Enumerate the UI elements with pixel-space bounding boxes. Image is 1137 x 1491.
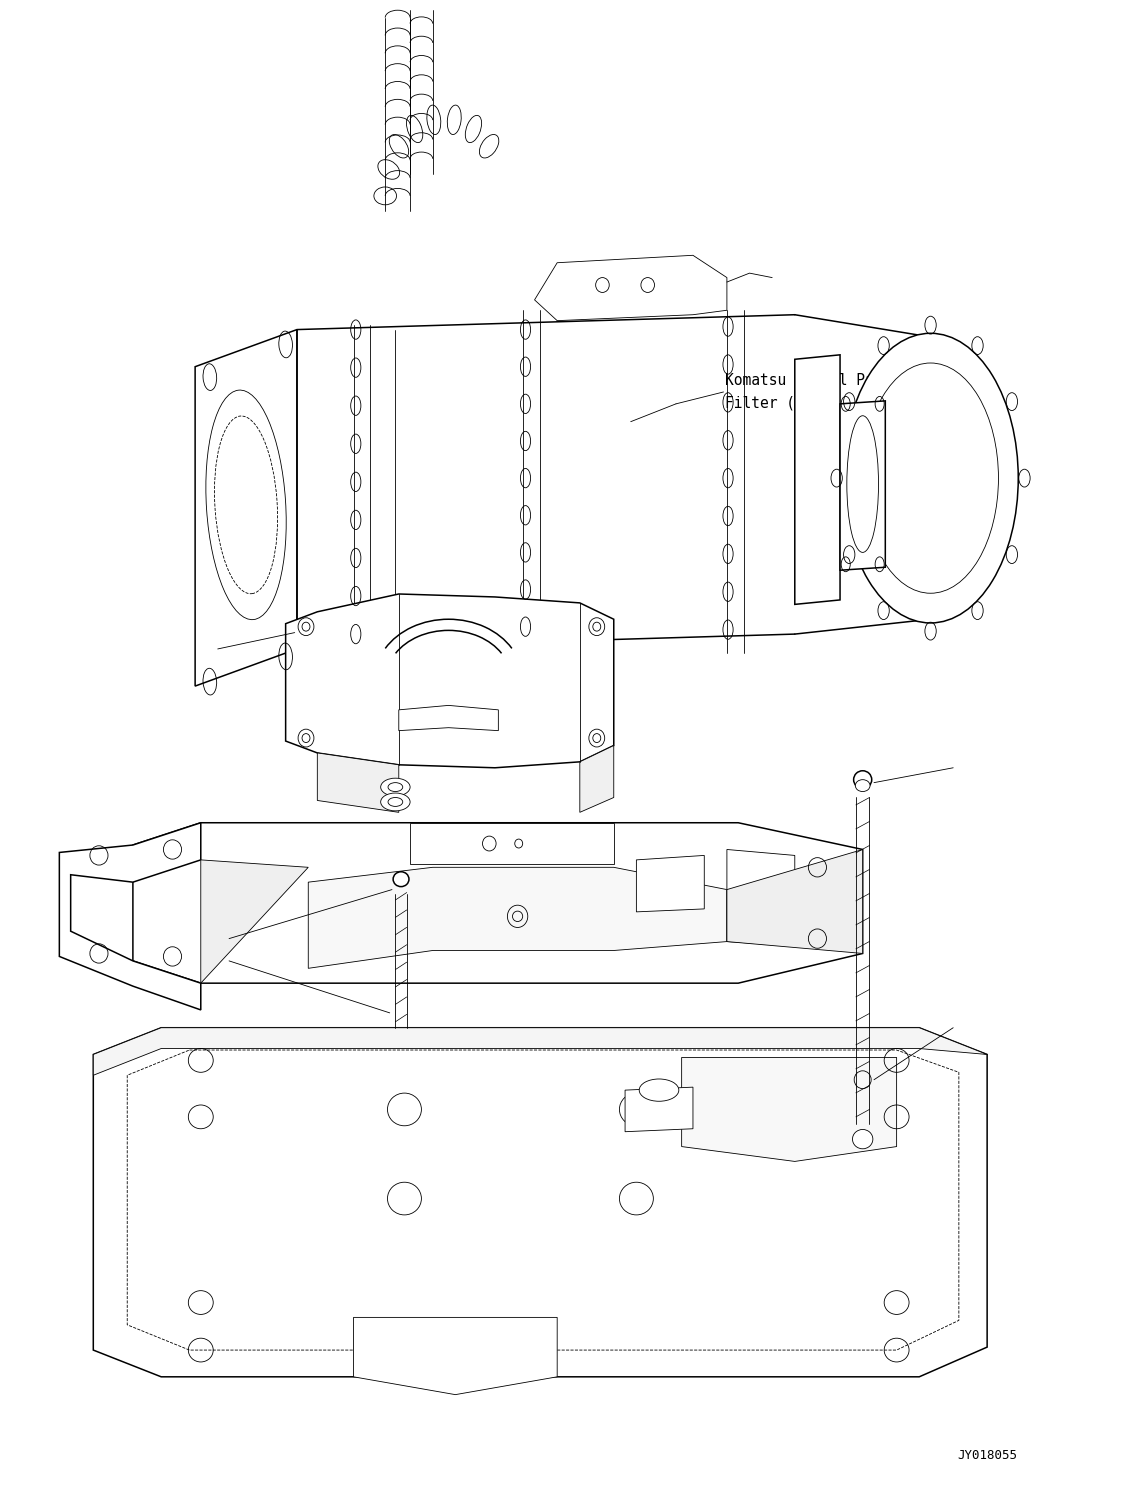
Polygon shape — [410, 823, 614, 865]
Ellipse shape — [853, 1130, 873, 1148]
Polygon shape — [795, 315, 1021, 649]
Polygon shape — [354, 1318, 557, 1394]
Ellipse shape — [855, 780, 870, 792]
Polygon shape — [727, 850, 863, 953]
Polygon shape — [534, 255, 727, 321]
Polygon shape — [196, 330, 297, 686]
Text: JY018055: JY018055 — [957, 1449, 1018, 1463]
Ellipse shape — [393, 872, 409, 887]
Polygon shape — [59, 823, 201, 1009]
Polygon shape — [580, 746, 614, 813]
Polygon shape — [93, 1027, 987, 1075]
Polygon shape — [399, 705, 498, 731]
Ellipse shape — [381, 793, 410, 811]
Polygon shape — [201, 860, 308, 983]
Ellipse shape — [854, 771, 872, 789]
Polygon shape — [308, 868, 727, 968]
Polygon shape — [637, 856, 704, 912]
Polygon shape — [727, 850, 795, 945]
Ellipse shape — [381, 778, 410, 796]
Polygon shape — [625, 1087, 692, 1132]
Polygon shape — [840, 401, 886, 570]
Ellipse shape — [843, 334, 1019, 623]
Polygon shape — [133, 823, 863, 983]
Polygon shape — [682, 1057, 897, 1161]
Polygon shape — [317, 753, 399, 813]
Polygon shape — [795, 355, 840, 604]
Polygon shape — [285, 593, 614, 768]
Polygon shape — [291, 315, 795, 641]
Polygon shape — [93, 1027, 987, 1376]
Ellipse shape — [639, 1079, 679, 1102]
Text: Komatsu Diesel Particulate
Filter (KDPF): Komatsu Diesel Particulate Filter (KDPF) — [724, 373, 952, 410]
